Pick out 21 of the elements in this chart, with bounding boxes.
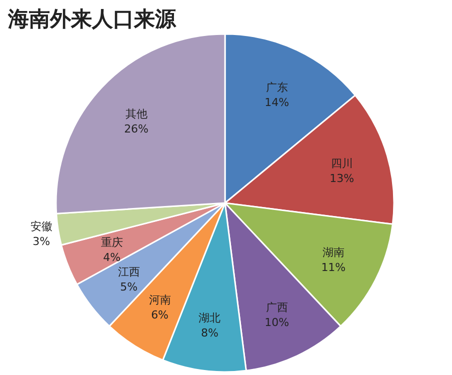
data-label: 6% bbox=[151, 308, 169, 322]
slice-label: 江西 bbox=[118, 266, 140, 279]
slice-label: 其他 bbox=[125, 108, 148, 121]
chart-title: 海南外来人口来源 bbox=[7, 6, 177, 31]
slice-label: 广东 bbox=[266, 80, 288, 94]
slice-label: 四川 bbox=[330, 157, 353, 170]
data-label: 8% bbox=[201, 326, 218, 340]
data-label: 14% bbox=[264, 96, 290, 109]
data-label: 4% bbox=[103, 250, 121, 264]
slice-label: 重庆 bbox=[100, 236, 123, 249]
data-label: 3% bbox=[32, 235, 50, 248]
data-label: 26% bbox=[124, 122, 149, 136]
slice-label: 湖北 bbox=[198, 312, 221, 325]
slice-label: 湖南 bbox=[322, 246, 344, 260]
data-label: 13% bbox=[330, 172, 354, 186]
slice-label: 安徽 bbox=[30, 220, 52, 234]
slice-label: 广西 bbox=[266, 301, 288, 314]
data-label: 11% bbox=[321, 261, 346, 274]
data-label: 10% bbox=[264, 316, 290, 330]
data-label: 5% bbox=[120, 280, 138, 294]
slice-label: 河南 bbox=[148, 294, 171, 307]
